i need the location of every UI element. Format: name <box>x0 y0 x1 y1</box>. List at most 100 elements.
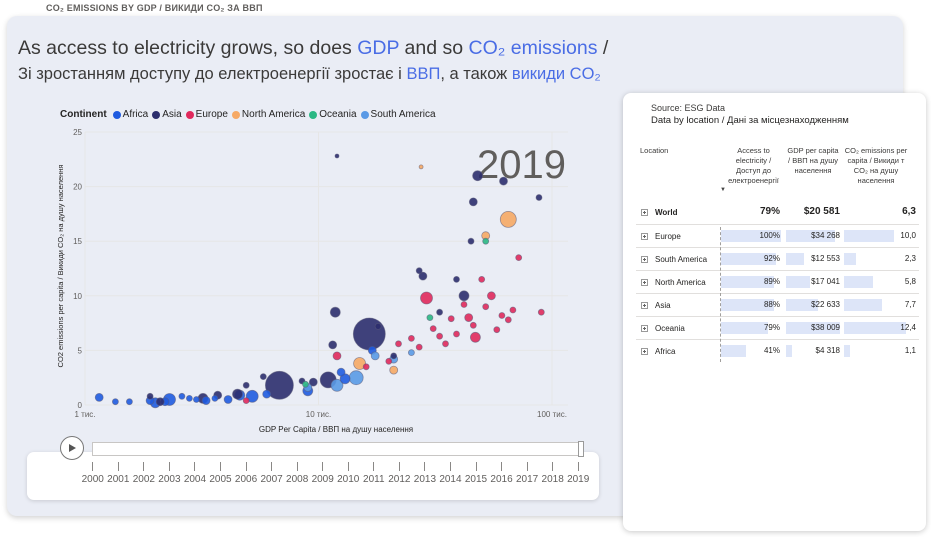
play-button[interactable] <box>60 436 84 460</box>
scatter-point[interactable] <box>185 394 193 402</box>
scatter-point[interactable] <box>498 312 506 319</box>
scatter-point[interactable] <box>259 373 267 381</box>
scatter-point[interactable] <box>415 267 423 275</box>
legend-item-north-america[interactable]: North America <box>231 109 305 120</box>
scatter-point[interactable] <box>482 237 490 245</box>
scatter-point[interactable] <box>469 321 477 329</box>
timeline-slider-track[interactable] <box>92 442 581 456</box>
scatter-point[interactable] <box>302 380 309 388</box>
scatter-point[interactable] <box>262 389 272 399</box>
scatter-point[interactable] <box>535 194 543 201</box>
year-tick-2009[interactable]: 2009 <box>310 462 336 485</box>
scatter-point[interactable] <box>94 392 104 402</box>
expand-icon[interactable] <box>641 347 648 355</box>
scatter-point[interactable] <box>242 397 250 405</box>
scatter-point[interactable] <box>426 314 434 322</box>
expand-icon[interactable] <box>641 208 648 216</box>
expand-icon[interactable] <box>641 301 648 309</box>
scatter-point[interactable] <box>453 330 460 338</box>
scatter-point[interactable] <box>415 343 423 351</box>
year-tick-2000[interactable]: 2000 <box>80 462 106 485</box>
scatter-point[interactable] <box>436 308 444 316</box>
column-header-co2[interactable]: CO₂ emissions per capita / Викиди т CO₂ … <box>844 146 908 185</box>
year-tick-2018[interactable]: 2018 <box>540 462 566 485</box>
scatter-point[interactable] <box>334 153 340 159</box>
scatter-point[interactable] <box>458 290 470 302</box>
scatter-point[interactable] <box>223 395 233 404</box>
scatter-point[interactable] <box>447 315 455 323</box>
scatter-point[interactable] <box>464 313 474 323</box>
scatter-point[interactable] <box>509 306 517 314</box>
year-tick-2006[interactable]: 2006 <box>233 462 259 485</box>
scatter-point[interactable] <box>332 351 342 361</box>
scatter-point[interactable] <box>328 340 338 350</box>
year-tick-2010[interactable]: 2010 <box>336 462 362 485</box>
scatter-point[interactable] <box>390 352 398 360</box>
scatter-point[interactable] <box>146 392 154 400</box>
year-tick-2019[interactable]: 2019 <box>565 462 591 485</box>
scatter-point[interactable] <box>389 365 399 375</box>
scatter-point[interactable] <box>478 275 486 283</box>
scatter-point[interactable] <box>486 291 496 301</box>
year-tick-2002[interactable]: 2002 <box>131 462 157 485</box>
year-tick-2016[interactable]: 2016 <box>489 462 515 485</box>
scatter-point[interactable] <box>395 340 402 348</box>
scatter-point[interactable] <box>264 370 294 400</box>
scatter-point[interactable] <box>493 326 501 334</box>
scatter-point[interactable] <box>469 331 481 343</box>
table-row-world[interactable]: World 79% $20 581 6,3 <box>636 201 919 223</box>
legend-item-asia[interactable]: Asia <box>152 109 182 120</box>
year-tick-2005[interactable]: 2005 <box>208 462 234 485</box>
scatter-point[interactable] <box>453 275 460 283</box>
scatter-point[interactable] <box>329 306 341 318</box>
legend-item-europe[interactable]: Europe <box>185 109 228 120</box>
timeline-slider-thumb[interactable] <box>578 441 584 457</box>
scatter-point[interactable] <box>192 396 200 403</box>
scatter-point[interactable] <box>125 398 133 406</box>
column-header-location[interactable]: Location <box>640 146 669 155</box>
column-header-access[interactable]: Access to electricity / Доступ до електр… <box>728 146 779 185</box>
year-tick-2001[interactable]: 2001 <box>106 462 132 485</box>
scatter-point[interactable] <box>242 381 250 389</box>
scatter-point[interactable] <box>348 370 364 386</box>
scatter-point[interactable] <box>442 340 449 348</box>
expand-icon[interactable] <box>641 324 648 332</box>
column-header-gdp[interactable]: GDP per capita / ВВП на душу населення <box>787 146 839 175</box>
table-row[interactable]: Oceania 79% $38 009 12,4 <box>636 317 919 339</box>
scatter-point[interactable] <box>336 367 346 377</box>
scatter-point[interactable] <box>420 291 433 305</box>
scatter-point[interactable] <box>330 378 344 392</box>
year-tick-2008[interactable]: 2008 <box>284 462 310 485</box>
scatter-point[interactable] <box>467 237 475 245</box>
scatter-point[interactable] <box>515 254 523 262</box>
scatter-point[interactable] <box>362 363 370 371</box>
scatter-point[interactable] <box>499 176 508 186</box>
scatter-point[interactable] <box>418 271 428 281</box>
scatter-point[interactable] <box>385 357 393 365</box>
scatter-point[interactable] <box>352 317 386 351</box>
scatter-point[interactable] <box>429 325 437 333</box>
expand-icon[interactable] <box>641 278 648 286</box>
scatter-point[interactable] <box>155 397 165 407</box>
table-row[interactable]: Africa 41% $4 318 1,1 <box>636 340 919 362</box>
table-row[interactable]: Europe 100% $34 268 10,0 <box>636 225 919 247</box>
scatter-point[interactable] <box>482 303 490 311</box>
legend-item-oceania[interactable]: Oceania <box>309 109 357 120</box>
scatter-point[interactable] <box>374 322 382 330</box>
legend-item-africa[interactable]: Africa <box>112 109 148 120</box>
year-tick-2014[interactable]: 2014 <box>438 462 464 485</box>
year-tick-2011[interactable]: 2011 <box>361 462 387 485</box>
scatter-point[interactable] <box>407 334 415 342</box>
scatter-point[interactable] <box>308 377 318 387</box>
year-tick-2015[interactable]: 2015 <box>463 462 489 485</box>
scatter-point[interactable] <box>468 197 478 207</box>
scatter-point[interactable] <box>418 164 424 170</box>
sort-desc-icon[interactable]: ▼ <box>720 187 726 193</box>
year-tick-2003[interactable]: 2003 <box>157 462 183 485</box>
scatter-point[interactable] <box>504 316 512 324</box>
table-row[interactable]: North America 89% $17 041 5,8 <box>636 271 919 293</box>
scatter-point[interactable] <box>436 332 444 340</box>
expand-icon[interactable] <box>641 255 648 263</box>
year-tick-2012[interactable]: 2012 <box>387 462 413 485</box>
